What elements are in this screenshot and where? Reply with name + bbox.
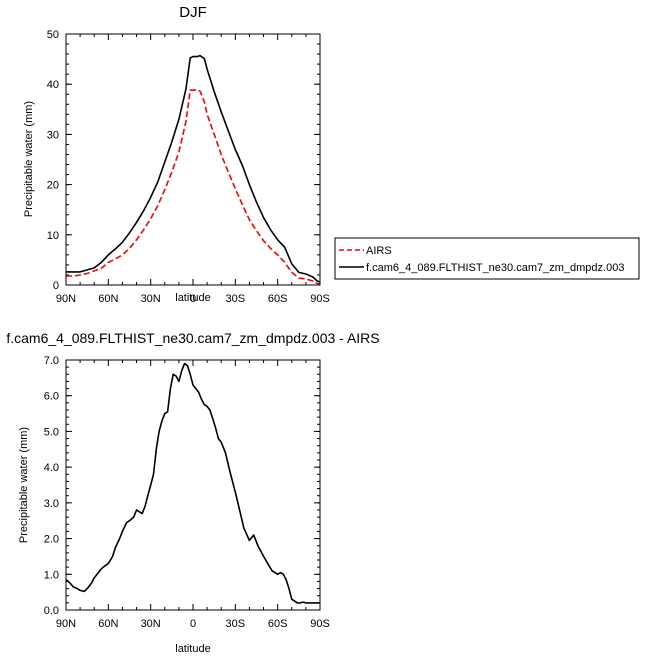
top-chart-xlabel: latitude	[175, 292, 210, 304]
legend: AIRS f.cam6_4_089.FLTHIST_ne30.cam7_zm_d…	[334, 237, 640, 280]
bottom-chart-ytick-label: 0.0	[44, 605, 59, 617]
top-chart-xtick-label: 90N	[56, 293, 76, 305]
bottom-chart-xtick-label: 30S	[226, 618, 246, 630]
bottom-chart-lines	[65, 362, 320, 604]
bottom-chart-ytick-label: 3.0	[44, 498, 59, 510]
top-chart-ylabel: Precipitable water (mm)	[23, 101, 35, 217]
top-chart-xtick-label: 90S	[310, 293, 330, 305]
bottom-chart-xtick-label: 90S	[310, 618, 330, 630]
bottom-chart-xlabel: latitude	[175, 643, 210, 655]
top-chart-ytick-label: 0	[53, 280, 59, 292]
top-chart-lines	[66, 54, 321, 285]
bottom-chart-ylabel: Precipitable water (mm)	[18, 427, 30, 543]
top-chart-xtick-label: 30S	[226, 293, 246, 305]
bottom-chart-xtick-label: 0	[190, 618, 196, 630]
top-chart-xtick-label: 60N	[98, 293, 118, 305]
top-chart-panel: DJF latitude Precipitable water (mm) 90N…	[23, 4, 330, 305]
top-chart-series-line-1	[66, 54, 321, 283]
top-chart-ytick-label: 30	[47, 129, 59, 141]
legend-model-label: f.cam6_4_089.FLTHIST_ne30.cam7_zm_dmpdz.…	[366, 262, 624, 274]
top-chart-title: DJF	[179, 4, 207, 21]
legend-airs-label: AIRS	[366, 245, 392, 257]
bottom-chart-frame	[65, 359, 321, 611]
top-chart-xtick-label: 30N	[141, 293, 161, 305]
top-chart-frame	[65, 33, 321, 286]
top-chart-ytick-label: 50	[47, 29, 59, 41]
bottom-chart-xtick-label: 60S	[268, 618, 288, 630]
bottom-chart-ytick-label: 2.0	[44, 534, 59, 546]
bottom-chart-ytick-label: 6.0	[44, 391, 59, 403]
bottom-chart-title: f.cam6_4_089.FLTHIST_ne30.cam7_zm_dmpdz.…	[6, 330, 379, 346]
bottom-chart-ytick-label: 5.0	[44, 426, 59, 438]
bottom-chart-ytick-label: 1.0	[44, 569, 59, 581]
top-chart-xtick-label: 60S	[268, 293, 288, 305]
bottom-chart-xtick-label: 30N	[141, 618, 161, 630]
bottom-chart-ytick-label: 7.0	[44, 355, 59, 367]
bottom-chart-series-line-0	[65, 362, 320, 604]
legend-box	[334, 237, 640, 280]
bottom-chart-xtick-label: 90N	[56, 618, 76, 630]
top-chart-ytick-label: 10	[47, 230, 59, 242]
top-chart-ytick-label: 20	[47, 180, 59, 192]
bottom-chart-panel: f.cam6_4_089.FLTHIST_ne30.cam7_zm_dmpdz.…	[6, 330, 379, 655]
top-chart-series-line-0	[66, 88, 321, 285]
bottom-chart-xtick-label: 60N	[98, 618, 118, 630]
bottom-chart-ytick-label: 4.0	[44, 462, 59, 474]
top-chart-ytick-label: 40	[47, 79, 59, 91]
top-chart-xtick-label: 0	[190, 293, 196, 305]
bottom-chart-ticks: 90N 60N 30N 0 30S 60S 90S 0.0 1.0 2.0 3.0 4.0 5.0 6.0…	[44, 355, 330, 630]
